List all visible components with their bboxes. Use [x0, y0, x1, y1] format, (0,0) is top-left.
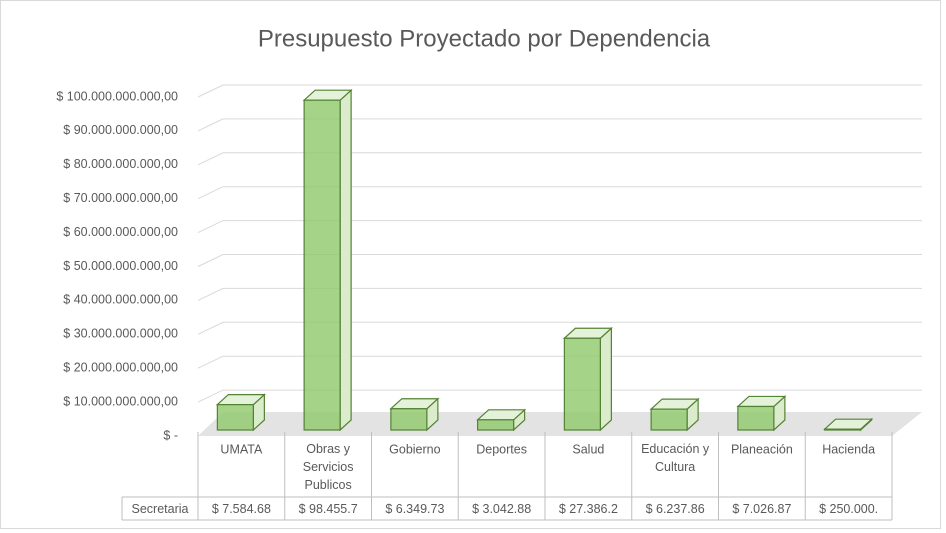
x-tick-label: Deportes: [476, 442, 527, 456]
bar-side: [339, 88, 352, 432]
y-tick-label: $ 40.000.000.000,00: [63, 293, 178, 307]
data-label: $ 7.026.87: [732, 502, 791, 516]
y-tick-label: $ 10.000.000.000,00: [63, 394, 178, 408]
bar-side: [599, 326, 612, 432]
grid-line: [197, 220, 922, 234]
y-tick-label: $ 30.000.000.000,00: [63, 327, 178, 341]
y-tick-label: $ 50.000.000.000,00: [63, 259, 178, 273]
x-tick-label: Obras y Servicios Publicos: [303, 442, 354, 492]
bar: [390, 408, 428, 431]
chart-title: Presupuesto Proyectado por Dependencia: [258, 25, 711, 52]
y-tick-label: $ 90.000.000.000,00: [63, 123, 178, 137]
grid-line: [197, 321, 922, 335]
x-tick-label: Educación y Cultura: [641, 442, 710, 474]
y-tick-label: $ -: [163, 428, 178, 442]
x-tick-label: Salud: [572, 442, 604, 456]
grid-line: [197, 186, 922, 200]
bar: [303, 99, 341, 431]
x-tick-label: Planeación: [731, 442, 793, 456]
grid-line: [197, 287, 922, 301]
y-tick-label: $ 100.000.000.000,00: [56, 89, 178, 103]
data-label: $ 6.349.73: [385, 502, 444, 516]
bar: [216, 403, 254, 431]
data-label: $ 98.455.7: [299, 502, 358, 516]
grid-line: [197, 152, 922, 166]
y-tick-label: $ 70.000.000.000,00: [63, 191, 178, 205]
data-label: $ 250.000.: [819, 502, 878, 516]
legend-label: Secretaria: [132, 502, 189, 516]
bar: [650, 408, 688, 431]
bar: [563, 337, 601, 431]
x-tick-label: Gobierno: [389, 442, 440, 456]
y-tick-label: $ 20.000.000.000,00: [63, 360, 178, 374]
bar: [824, 428, 862, 431]
grid-line: [197, 84, 922, 98]
x-tick-label: Hacienda: [822, 442, 875, 456]
data-label: $ 6.237.86: [646, 502, 705, 516]
data-label: $ 27.386.2: [559, 502, 618, 516]
bar: [477, 419, 515, 431]
y-tick-label: $ 80.000.000.000,00: [63, 157, 178, 171]
grid-line: [197, 118, 922, 132]
bar: [737, 405, 775, 431]
x-tick-label: UMATA: [220, 442, 263, 456]
grid-line: [197, 389, 922, 403]
data-label: $ 3.042.88: [472, 502, 531, 516]
grid-line: [197, 254, 922, 267]
data-label: $ 7.584.68: [212, 502, 271, 516]
grid-line: [197, 355, 922, 369]
y-tick-label: $ 60.000.000.000,00: [63, 225, 178, 239]
